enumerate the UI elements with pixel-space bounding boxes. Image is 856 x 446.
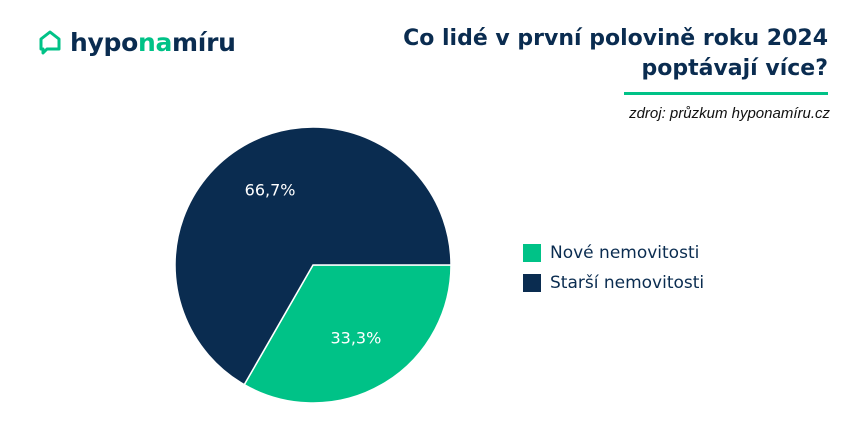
pie-slices: 33,3% 66,7% <box>174 126 452 404</box>
legend-item-nove: Nové nemovitosti <box>523 238 704 268</box>
title-underline <box>624 92 828 95</box>
pie-slice-label-1: 66,7% <box>245 180 296 199</box>
legend-label-nove: Nové nemovitosti <box>550 243 700 263</box>
pie-slice-label-0: 33,3% <box>330 329 381 348</box>
chart-title-line2: poptávají více? <box>641 56 828 81</box>
source-note: zdroj: průzkum hyponamíru.cz <box>629 105 830 122</box>
chart-title: Co lidé v první polovině roku 2024 poptá… <box>308 24 828 84</box>
brand-name-part3: míru <box>172 27 236 57</box>
pie-slice-1 <box>174 126 452 386</box>
legend-item-starsi: Starší nemovitosti <box>523 268 704 298</box>
brand-logo: hyponamíru <box>38 24 236 60</box>
brand-name: hyponamíru <box>70 28 236 57</box>
legend-swatch-nove <box>523 244 541 262</box>
pie-slice-0 <box>243 264 452 404</box>
chart-legend: Nové nemovitosti Starší nemovitosti <box>523 238 704 298</box>
house-chat-icon <box>39 30 61 55</box>
legend-swatch-starsi <box>523 274 541 292</box>
brand-name-part2: na <box>137 27 173 57</box>
brand-name-part1: hypo <box>70 27 138 57</box>
legend-label-starsi: Starší nemovitosti <box>550 273 705 293</box>
chart-title-line1: Co lidé v první polovině roku 2024 <box>403 26 828 51</box>
